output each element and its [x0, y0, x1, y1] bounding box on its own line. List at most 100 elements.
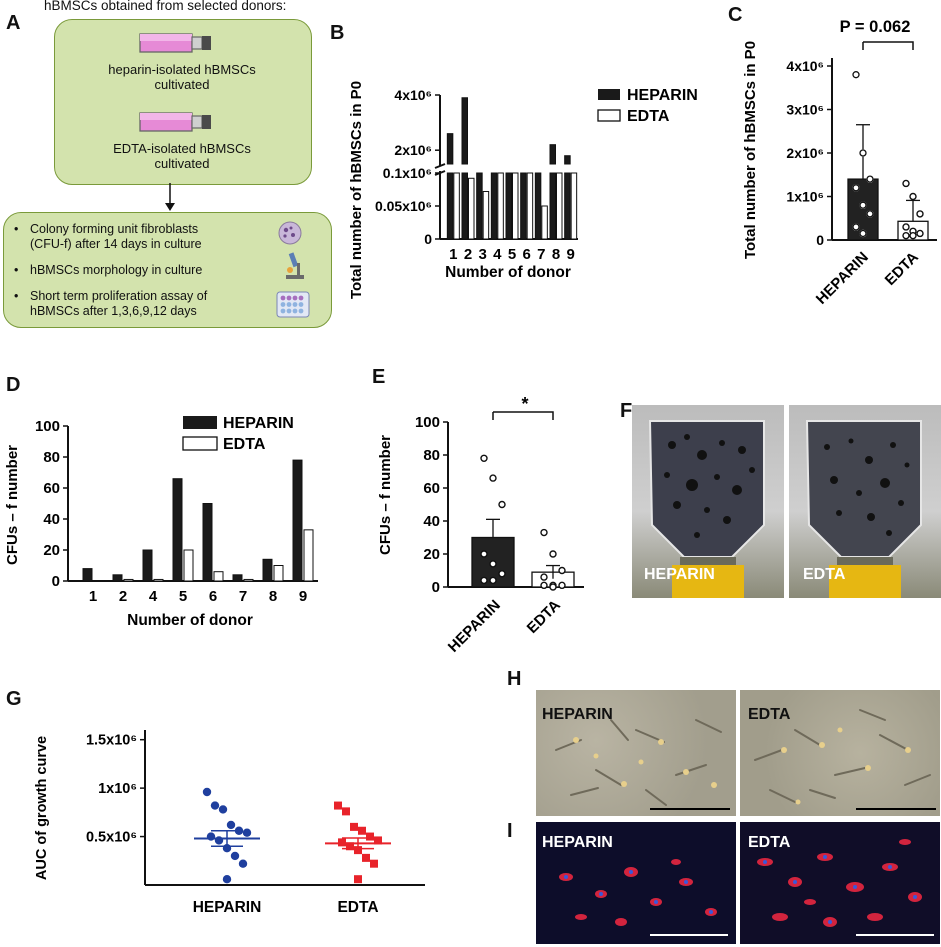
x-tick-label: 1: [89, 588, 97, 605]
bar-heparin-donor-5: [505, 172, 512, 240]
chart-b-xlabel: Number of donor: [445, 264, 571, 281]
bullet-mark: •: [14, 289, 19, 303]
chart-e-annotation: *: [521, 394, 528, 414]
data-point-outline: [859, 229, 867, 238]
bar-heparin-donor-8: [262, 558, 273, 582]
y-tick-label: 80: [423, 447, 440, 464]
photo-label-edta: EDTA: [803, 566, 846, 583]
cell-photo-brightfield-heparin: HEPARIN: [536, 690, 736, 816]
y-tick-label: 0: [424, 231, 432, 247]
x-tick-label: 4: [493, 246, 502, 263]
bar-edta-donor-7: [243, 578, 254, 582]
data-point-heparin: [222, 874, 232, 884]
significance-bracket: [862, 41, 914, 50]
chart-g: AUC of growth curve 0.5x10⁶ 1x10⁶ 1.5x10⁶ H…: [34, 730, 425, 916]
x-tick-label: 5: [508, 246, 516, 263]
chart-b-bars: [446, 97, 578, 240]
y-tick-label: 80: [43, 449, 60, 466]
bar-edta-donor-8: [273, 565, 284, 582]
panel-label-d: D: [6, 374, 21, 396]
y-tick-label: 0: [52, 573, 60, 590]
bar-heparin-donor-6: [520, 172, 527, 240]
data-point-heparin: [206, 832, 216, 841]
bar-heparin-donor-5: [172, 478, 183, 582]
y-tick-label: 1x10⁶: [786, 189, 824, 205]
bar-heparin-donor-4: [142, 549, 153, 582]
x-tick-label: 2: [464, 246, 472, 263]
data-point-outline: [866, 210, 874, 218]
cell-photo-brightfield-edta: EDTA: [740, 690, 940, 816]
chart-d-plot: 0 20 40 60 80 100 1 2 4 5 6 7 8 9: [35, 418, 318, 605]
chart-g-ylabel: AUC of growth curve: [34, 736, 50, 880]
x-tick-label: HEPARIN: [445, 597, 504, 656]
y-tick-label: 20: [43, 542, 60, 559]
x-tick-label: 4: [149, 588, 158, 605]
flask-icon: [139, 112, 211, 132]
photo-label-edta: EDTA: [748, 834, 791, 851]
y-tick-label: 0.05x10⁶: [375, 198, 432, 214]
data-point-edta: [346, 842, 354, 851]
legend-swatch-edta: [597, 109, 621, 122]
legend-edta: EDTA: [627, 108, 670, 125]
bar-edta-donor-9: [303, 529, 314, 582]
cell-photo-fluorescence-edta: EDTA: [740, 822, 940, 944]
data-point-heparin: [230, 851, 240, 861]
x-tick-label: 7: [239, 588, 247, 605]
bullet-3-line2: hBMSCs after 1,3,6,9,12 days: [30, 304, 197, 318]
data-point: [540, 581, 548, 590]
data-point-outline: [859, 149, 867, 157]
x-tick-label: 8: [552, 246, 560, 263]
y-tick-label: 100: [415, 414, 440, 431]
legend-heparin: HEPARIN: [223, 415, 294, 432]
y-tick-label: 0: [816, 232, 824, 248]
x-tick-label: 2: [119, 588, 127, 605]
bar-upper-heparin-donor-9: [564, 155, 571, 165]
x-tick-label: 9: [566, 246, 574, 263]
chart-e-plot: 0 20 40 60 80 100 HEPARIN EDTA: [415, 411, 584, 656]
data-point-heparin: [226, 820, 236, 830]
data-point: [489, 576, 497, 585]
bullet-1-line2: (CFU-f) after 14 days in culture: [30, 237, 202, 251]
y-tick-label: 40: [423, 513, 440, 530]
cell-photo-fluorescence-heparin: HEPARIN: [536, 822, 736, 944]
data-point: [480, 454, 488, 463]
chart-c-plot: 0 1x10⁶ 2x10⁶ 3x10⁶ 4x10⁶ HEPARIN EDTA: [786, 41, 937, 308]
panel-a-header: hBMSCs obtained from selected donors:: [44, 0, 287, 13]
x-tick-label: 5: [179, 588, 187, 605]
bar-heparin-donor-7: [534, 172, 542, 240]
bar-edta-donor-6: [213, 571, 224, 582]
y-tick-label: 0.5x10⁶: [86, 830, 137, 846]
data-point-outline: [852, 223, 860, 231]
y-tick-label: 40: [43, 511, 60, 528]
data-point-heparin: [242, 828, 252, 837]
panel-label-c: C: [728, 4, 743, 26]
scale-bar: [856, 808, 936, 810]
data-point: [916, 210, 924, 218]
data-point-edta: [334, 801, 342, 810]
x-tick-label: 6: [522, 246, 530, 263]
data-point: [902, 179, 910, 188]
chart-b: Total number of hBMSCs in P0 0 0.05x10⁶ 0.…: [348, 81, 698, 299]
data-point: [909, 192, 917, 201]
flask2-label-line1: EDTA-isolated hBMSCs: [113, 141, 251, 156]
data-point-outline: [852, 184, 860, 192]
data-point-heparin: [214, 836, 224, 845]
y-tick-label: 100: [35, 418, 60, 435]
bar-edta-donor-9: [570, 172, 578, 240]
y-tick-label: 0: [432, 579, 440, 596]
x-tick-label: 3: [478, 246, 486, 263]
bar-edta-donor-8: [556, 172, 563, 240]
bar-upper-heparin-donor-1: [446, 133, 454, 165]
bar-edta-donor-7: [541, 205, 548, 240]
x-tick-label: 8: [269, 588, 277, 605]
flask2-label-line2: cultivated: [154, 156, 210, 171]
flask-photo-heparin: HEPARIN: [632, 405, 784, 598]
legend-swatch-edta: [182, 436, 218, 451]
bar-edta-donor-5: [512, 172, 519, 240]
panel-label-h: H: [507, 668, 522, 690]
chart-e-ylabel: CFUs – f number: [377, 435, 394, 555]
chart-d: CFUs – f number 0 20 40 60 80 100 1 2 4 5 6 7 8 9 Num…: [4, 415, 318, 629]
data-point-outline: [866, 175, 874, 183]
legend-swatch-heparin: [183, 416, 217, 429]
bullet-2-line1: hBMSCs morphology in culture: [30, 263, 203, 277]
